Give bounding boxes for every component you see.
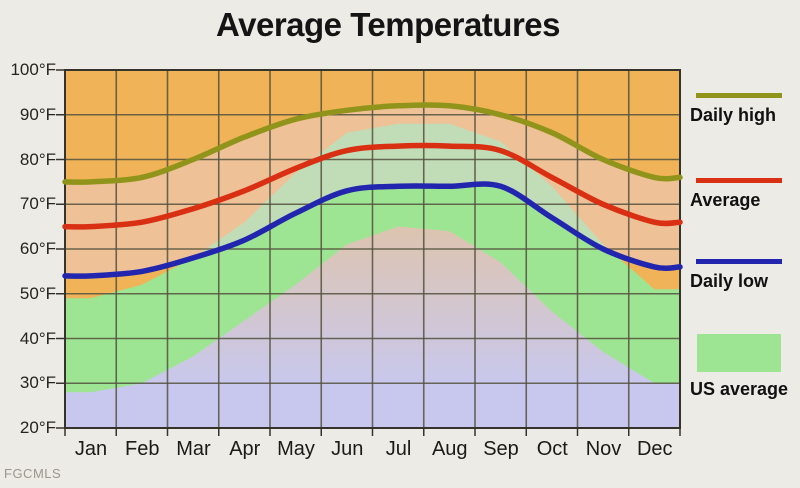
x-tick-label: Jun (331, 438, 364, 460)
x-tick-label: Mar (176, 438, 211, 460)
x-tick-label: Jul (385, 438, 412, 460)
legend-item-daily-low: Daily low (690, 259, 800, 292)
y-tick-label: 90°F (19, 104, 56, 124)
watermark: FGCMLS (4, 466, 62, 481)
y-tick-label: 70°F (19, 194, 56, 214)
x-tick-label: Sep (483, 438, 519, 460)
y-tick-label: 30°F (19, 373, 56, 393)
legend-item-us-average: US average (690, 334, 800, 400)
y-tick-label: 40°F (19, 328, 56, 348)
x-tick-label: Aug (431, 438, 468, 460)
legend-label-daily-low: Daily low (690, 271, 769, 291)
x-tick-label: Oct (536, 438, 568, 460)
y-tick-label: 20°F (19, 418, 56, 437)
legend-item-average: Average (690, 178, 800, 211)
legend-label-daily-high: Daily high (690, 105, 777, 125)
chart-title: Average Temperatures (216, 6, 561, 43)
x-tick-label: May (277, 438, 315, 460)
legend-label-us-average: US average (690, 379, 789, 399)
legend-swatch-daily-low-line (696, 259, 782, 264)
x-tick-label: Feb (125, 438, 160, 460)
x-tick-label: Apr (229, 438, 261, 460)
y-tick-label: 80°F (19, 149, 56, 169)
legend-swatch-average-line (696, 178, 782, 183)
x-tick-label: Nov (585, 438, 622, 460)
x-tick-label: Jan (74, 438, 108, 460)
legend-swatch-us-average-rect (697, 334, 781, 372)
y-tick-label: 100°F (10, 60, 56, 79)
y-tick-label: 50°F (19, 283, 56, 303)
legend-label-average: Average (690, 190, 761, 210)
legend-item-daily-high: Daily high (690, 93, 800, 126)
y-tick-label: 60°F (19, 239, 56, 258)
legend-swatch-daily-high-line (696, 93, 782, 98)
x-tick-label: Dec (636, 438, 673, 460)
